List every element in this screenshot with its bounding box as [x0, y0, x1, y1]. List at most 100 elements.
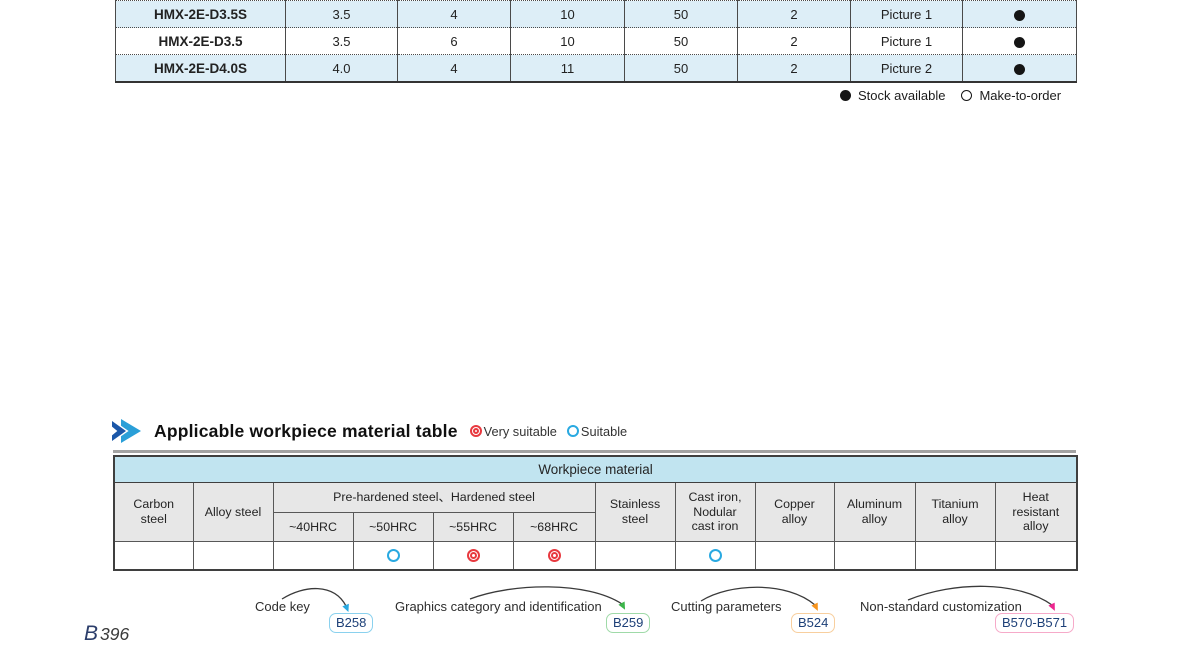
page-number: B 396 [84, 622, 129, 646]
stock-cell [962, 0, 1077, 28]
ref-box-b570-b571[interactable]: B570-B571 [995, 613, 1075, 633]
header-copper: Copper alloy [754, 482, 835, 542]
table-row: HMX-2E-D3.5 3.5 6 10 50 2 Picture 1 [115, 27, 1077, 55]
ref-label-cutting-parameters: Cutting parameters [671, 599, 782, 614]
workpiece-material-table: Workpiece material Carbon steel Alloy st… [113, 455, 1079, 571]
stock-cell [963, 55, 1077, 83]
page-number-value: 396 [100, 624, 130, 644]
header-heat-resistant: Heat resistant alloy [994, 482, 1078, 542]
very-suitable-legend: Very suitable [469, 423, 557, 439]
suitability-mark [547, 549, 561, 563]
suitability-mark [1029, 549, 1042, 562]
ref-label-graphics-category: Graphics category and identification [395, 599, 602, 614]
value-cell: 6 [397, 27, 511, 55]
suitability-cell [192, 541, 274, 571]
make-to-order-label: Make-to-order [979, 87, 1062, 103]
header-68hrc: ~68HRC [512, 512, 596, 542]
very-suitable-icon [469, 425, 482, 437]
section-divider [113, 450, 1076, 453]
suitability-cell [272, 541, 354, 571]
suitability-mark [466, 549, 480, 563]
header-40hrc: ~40HRC [272, 512, 354, 542]
value-cell: 3.5 [285, 27, 398, 55]
header-row: Carbon steel Alloy steel Pre-hardened st… [113, 482, 1078, 542]
header-aluminum: Aluminum alloy [833, 482, 916, 542]
suitability-cell [833, 541, 916, 571]
double-chevron-icon [112, 419, 146, 443]
suitability-mark [147, 549, 160, 562]
model-cell: HMX-2E-D3.5S [115, 0, 286, 28]
ref-box-b259[interactable]: B259 [606, 613, 651, 633]
picture-cell: Picture 1 [850, 27, 963, 55]
value-cell: 50 [624, 27, 738, 55]
value-cell: 11 [510, 54, 625, 82]
header-55hrc: ~55HRC [432, 512, 514, 542]
suitability-mark [629, 549, 642, 562]
ref-box-b258[interactable]: B258 [329, 613, 374, 633]
very-suitable-label: Very suitable [483, 423, 557, 439]
page-number-prefix: B [84, 622, 99, 645]
value-cell: 2 [737, 54, 851, 82]
make-to-order-icon [961, 89, 973, 101]
value-cell: 50 [624, 54, 738, 82]
arrow-to-b524 [700, 586, 818, 611]
value-cell: 3.5 [285, 0, 398, 28]
stock-dot-icon [1014, 63, 1025, 75]
arrow-to-b570 [907, 585, 1055, 611]
header-carbon-steel: Carbon steel [113, 482, 194, 542]
value-cell: 4.0 [285, 54, 398, 82]
value-cell: 2 [737, 27, 851, 55]
table-row: HMX-2E-D4.0S 4.0 4 11 50 2 Picture 2 [115, 54, 1077, 83]
product-table: HMX-2E-D3.5S 3.5 4 10 50 2 Picture 1 HMX… [115, 0, 1077, 83]
suitable-icon [566, 425, 579, 437]
banner-cell: Workpiece material [113, 455, 1078, 483]
value-cell: 4 [397, 54, 511, 82]
value-cell: 10 [510, 0, 625, 28]
ref-box-b524[interactable]: B524 [791, 613, 836, 633]
suitability-cell [113, 541, 194, 571]
ref-label-code-key: Code key [255, 599, 310, 614]
table-row: HMX-2E-D3.5S 3.5 4 10 50 2 Picture 1 [115, 0, 1077, 28]
suitability-cell [914, 541, 996, 571]
suitability-mark [307, 549, 320, 562]
suitability-cell [594, 541, 676, 571]
model-cell: HMX-2E-D3.5 [115, 27, 286, 55]
suitability-cell [674, 541, 756, 571]
suitability-cell [754, 541, 835, 571]
suitable-label: Suitable [580, 423, 628, 439]
suitability-cell [994, 541, 1078, 571]
stock-dot-icon [1014, 36, 1025, 48]
suitability-mark [949, 549, 962, 562]
picture-cell: Picture 1 [850, 0, 963, 28]
header-stainless: Stainless steel [594, 482, 676, 542]
section-heading: Applicable workpiece material table Very… [112, 419, 627, 443]
header-titanium: Titanium alloy [914, 482, 996, 542]
make-to-order-legend: Make-to-order [961, 88, 1061, 103]
value-cell: 4 [397, 0, 511, 28]
suitability-cell [352, 541, 434, 571]
picture-cell: Picture 2 [850, 54, 963, 82]
stock-available-icon [840, 89, 851, 101]
suitability-mark [227, 549, 240, 562]
header-alloy-steel: Alloy steel [192, 482, 274, 542]
suitability-mark [708, 549, 722, 563]
hrc-row: ~40HRC ~50HRC ~55HRC ~68HRC [114, 512, 1077, 542]
value-cell: 2 [737, 0, 851, 28]
value-cell: 50 [624, 0, 738, 28]
stock-cell [962, 27, 1077, 55]
suitability-legend: Very suitable Suitable [469, 423, 628, 439]
model-cell: HMX-2E-D4.0S [115, 54, 286, 82]
header-prehardened: Pre-hardened steel、Hardened steel [272, 482, 596, 513]
header-50hrc: ~50HRC [352, 512, 434, 542]
suitability-cell [432, 541, 514, 571]
arrow-to-b259 [469, 586, 626, 610]
stock-available-label: Stock available [858, 87, 946, 103]
suitability-row [113, 541, 1078, 571]
suitability-cell [512, 541, 596, 571]
suitable-legend: Suitable [566, 423, 628, 439]
stock-available-legend: Stock available [840, 88, 945, 103]
suitability-mark [868, 549, 881, 562]
arrow-to-b258 [281, 587, 349, 613]
suitability-mark [788, 549, 801, 562]
